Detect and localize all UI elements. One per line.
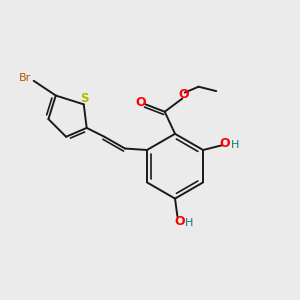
Text: O: O [178, 88, 189, 101]
Text: Br: Br [19, 73, 32, 83]
Text: O: O [135, 96, 146, 110]
Text: O: O [174, 215, 185, 228]
Text: S: S [80, 92, 89, 105]
Text: O: O [220, 137, 230, 150]
Text: H: H [185, 218, 193, 228]
Text: H: H [230, 140, 239, 150]
